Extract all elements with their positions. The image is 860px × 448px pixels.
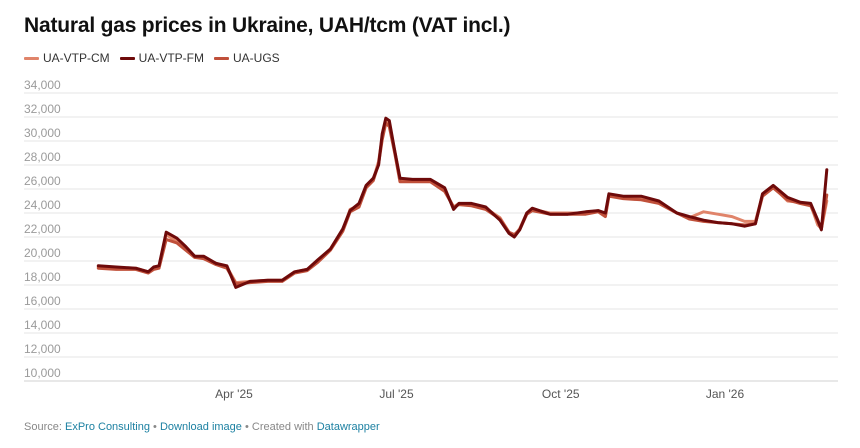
footer: Source: ExPro Consulting • Download imag… <box>24 421 380 433</box>
legend-swatch-cm <box>24 56 39 60</box>
y-tick-label: 10,000 <box>24 366 61 380</box>
source-link[interactable]: ExPro Consulting <box>64 421 150 433</box>
source-label: Source: <box>24 421 62 433</box>
y-tick-label: 20,000 <box>24 246 61 260</box>
gridlines <box>24 92 838 382</box>
y-tick-label: 14,000 <box>24 318 61 332</box>
separator: • <box>153 421 157 433</box>
y-tick-label: 28,000 <box>24 150 61 164</box>
y-tick-label: 24,000 <box>24 198 61 212</box>
y-tick-label: 18,000 <box>24 270 61 284</box>
legend-label-cm: UA-VTP-CM <box>43 51 110 65</box>
y-axis: 10,000 12,000 14,000 16,000 18,000 20,000 22,0… <box>24 78 61 380</box>
created-with-label: Created with <box>251 421 314 433</box>
series-line-ua-vtp-fm <box>96 116 829 289</box>
download-image-link[interactable]: Download image <box>159 421 242 433</box>
chart-title: Natural gas prices in Ukraine, UAH/tcm (… <box>24 14 511 37</box>
x-tick-label: Jul '25 <box>379 387 414 401</box>
legend: UA-VTP-CM UA-VTP-FM UA-UGS <box>24 51 280 65</box>
y-tick-label: 22,000 <box>24 222 61 236</box>
legend-swatch-fm <box>119 56 135 60</box>
legend-label-fm: UA-VTP-FM <box>138 51 204 65</box>
legend-item-ugs: UA-UGS <box>214 51 280 65</box>
x-tick-label: Jan '26 <box>706 387 745 401</box>
legend-swatch-ugs <box>214 56 229 60</box>
y-tick-label: 30,000 <box>24 126 61 140</box>
y-tick-label: 26,000 <box>24 174 61 188</box>
datawrapper-link[interactable]: Datawrapper <box>316 421 380 433</box>
x-axis: Apr '25 Jul '25 Oct '25 Jan '26 <box>215 387 744 401</box>
legend-item-fm: UA-VTP-FM <box>119 51 204 65</box>
series-lines <box>96 116 829 289</box>
y-tick-label: 34,000 <box>24 78 61 92</box>
x-tick-label: Oct '25 <box>542 387 580 401</box>
separator: • <box>244 421 249 433</box>
legend-item-cm: UA-VTP-CM <box>24 51 110 65</box>
y-tick-label: 32,000 <box>24 102 61 116</box>
y-tick-label: 16,000 <box>24 294 61 308</box>
legend-label-ugs: UA-UGS <box>233 51 280 65</box>
x-tick-label: Apr '25 <box>215 387 253 401</box>
y-tick-label: 12,000 <box>24 342 61 356</box>
